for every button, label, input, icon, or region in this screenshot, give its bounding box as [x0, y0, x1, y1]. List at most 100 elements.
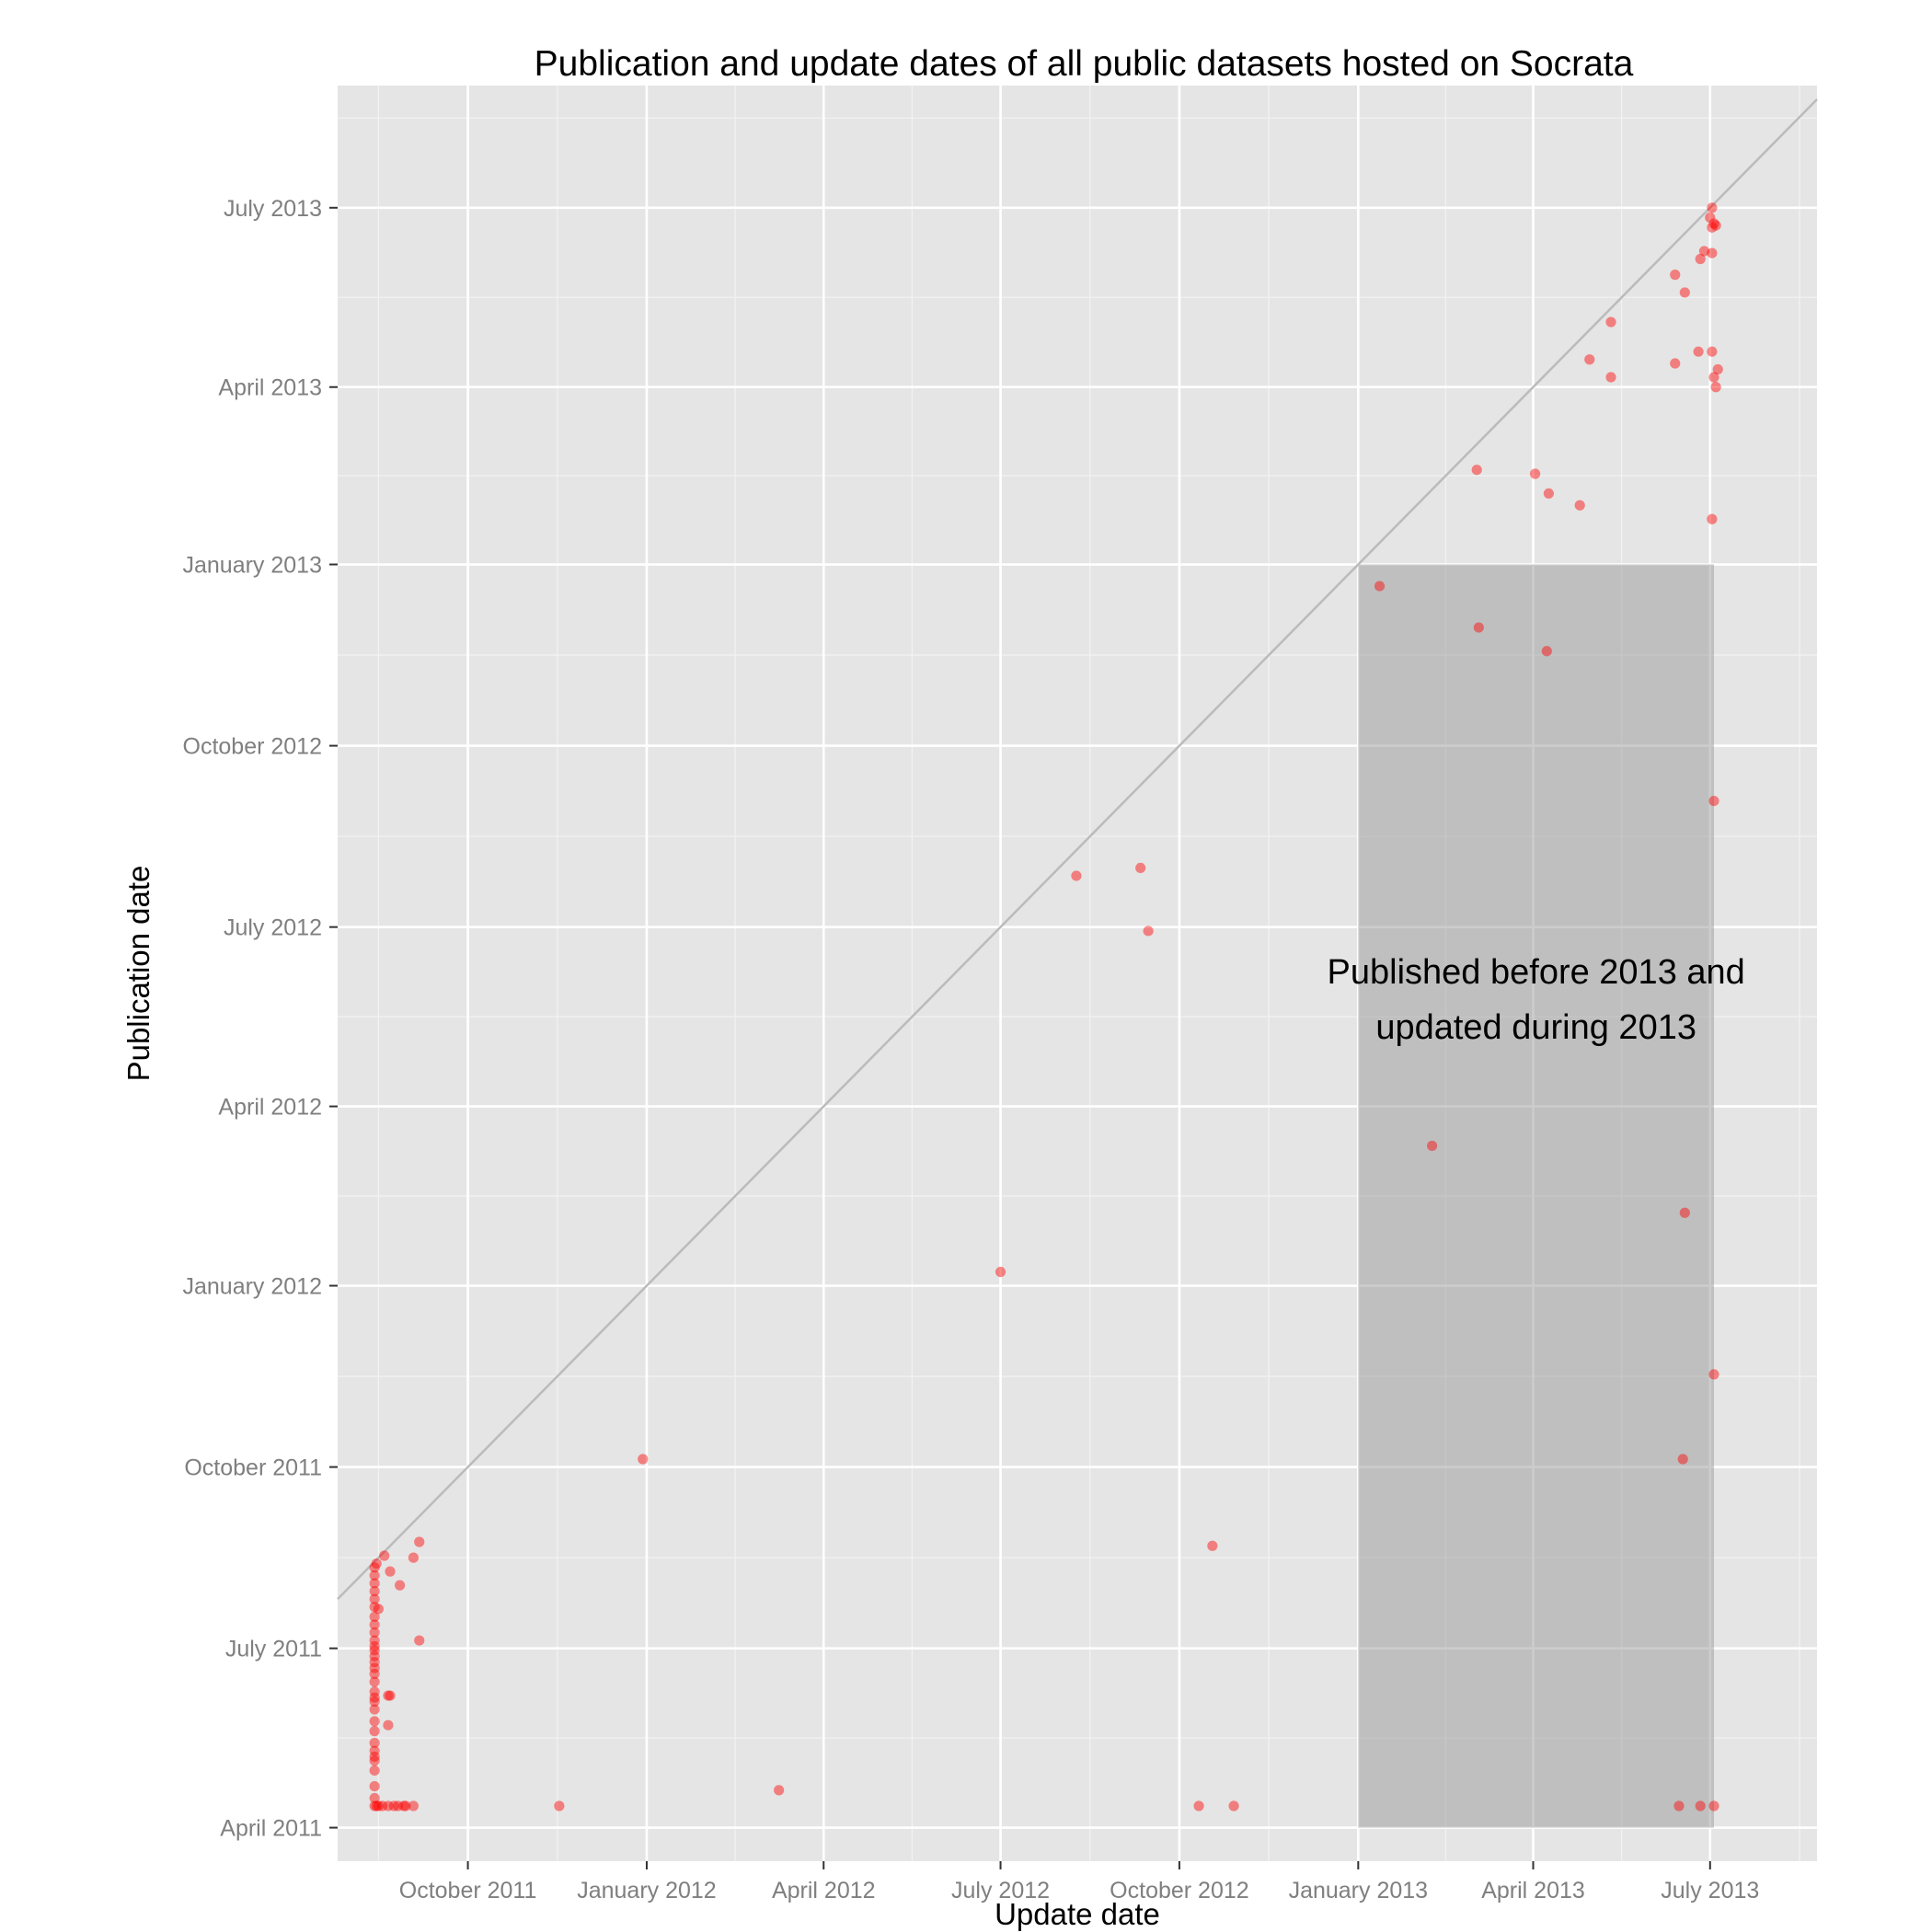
y-tick-label: April 2013 [218, 375, 322, 401]
data-point [1473, 622, 1484, 633]
data-point [369, 1562, 380, 1573]
chart-title: Publication and update dates of all publ… [535, 44, 1634, 84]
data-point [1543, 488, 1555, 500]
data-point [1693, 346, 1704, 357]
data-point [1679, 1207, 1690, 1218]
data-point [385, 1566, 396, 1577]
y-tick-label: October 2011 [184, 1455, 322, 1481]
data-points [369, 202, 1723, 1811]
data-point [1705, 212, 1716, 224]
data-point [1530, 468, 1541, 479]
y-axis-title: Publication date [121, 866, 155, 1082]
data-point [369, 1650, 380, 1662]
y-tick-label: January 2012 [182, 1274, 322, 1300]
data-point [369, 1635, 380, 1646]
region-label-line: updated during 2013 [1375, 1008, 1696, 1047]
data-point [369, 1676, 380, 1687]
x-axis: October 2011 January 2012 April 2012 July 2… [399, 1861, 1759, 1903]
data-point [369, 1696, 380, 1708]
data-point [1707, 202, 1718, 213]
data-point [373, 1604, 384, 1615]
data-point [369, 1686, 380, 1697]
data-point [369, 1751, 380, 1763]
y-tick-label: July 2012 [224, 915, 322, 941]
data-point [1605, 316, 1616, 328]
data-point [1679, 287, 1690, 298]
x-axis-title: Update date [995, 1897, 1160, 1931]
x-tick-label: January 2012 [577, 1878, 717, 1903]
data-point [1584, 354, 1595, 365]
data-point [369, 1578, 380, 1589]
data-point [1708, 795, 1719, 807]
x-tick-label: April 2013 [1481, 1878, 1585, 1903]
x-tick-label: October 2012 [1110, 1878, 1249, 1903]
data-point [369, 1716, 380, 1727]
data-point [638, 1454, 649, 1465]
data-point [1677, 1454, 1688, 1465]
data-point [376, 1800, 388, 1811]
data-point [1708, 218, 1719, 229]
data-point [369, 1611, 380, 1622]
data-point [392, 1800, 404, 1811]
data-point [369, 1765, 380, 1777]
y-axis: April 2011 July 2011 October 2011 January 2… [182, 196, 338, 1842]
data-point [369, 1645, 380, 1656]
data-point [369, 1792, 380, 1804]
data-point [369, 1570, 380, 1581]
data-point [1673, 1800, 1685, 1811]
data-point [1698, 246, 1710, 257]
region-label-line: Published before 2013 and [1328, 953, 1745, 992]
y-tick-label: July 2013 [224, 196, 322, 222]
data-point [1695, 1800, 1706, 1811]
data-point [1707, 222, 1718, 233]
data-point [398, 1800, 409, 1811]
data-point [383, 1719, 394, 1731]
data-point [1712, 363, 1723, 375]
data-point [1670, 270, 1681, 281]
data-point [995, 1266, 1006, 1278]
data-point [369, 1585, 380, 1597]
highlight-region [1358, 564, 1715, 1828]
data-point [1135, 862, 1146, 873]
data-point [1427, 1140, 1438, 1152]
data-point [1143, 926, 1154, 937]
data-point [369, 1627, 380, 1639]
x-tick-label: October 2011 [399, 1878, 537, 1903]
data-point [1670, 358, 1681, 369]
data-point [1605, 372, 1616, 383]
data-point [1710, 220, 1721, 231]
data-point [1193, 1800, 1204, 1811]
data-point [388, 1800, 399, 1811]
data-point [414, 1635, 425, 1646]
data-point [1574, 500, 1585, 511]
y-tick-label: April 2012 [218, 1095, 322, 1121]
data-point [369, 1593, 380, 1604]
data-point [369, 1737, 380, 1749]
data-point [369, 1662, 380, 1673]
y-tick-label: April 2011 [220, 1816, 322, 1842]
data-point [369, 1704, 380, 1715]
data-point [1695, 253, 1706, 265]
data-point [369, 1692, 380, 1703]
data-point [1374, 581, 1386, 592]
data-point [369, 1781, 380, 1792]
data-point [369, 1602, 380, 1613]
data-point [774, 1785, 785, 1796]
x-tick-label: January 2013 [1289, 1878, 1429, 1903]
data-point [408, 1552, 420, 1563]
data-point [1708, 372, 1719, 383]
data-point [373, 1800, 384, 1811]
data-point [385, 1690, 396, 1701]
data-point [369, 1755, 380, 1766]
x-tick-label: July 2013 [1661, 1878, 1759, 1903]
data-point [1071, 870, 1082, 881]
region-annotation: Published before 2013 and updated during … [1328, 953, 1745, 1047]
data-point [369, 1800, 380, 1811]
data-point [1228, 1800, 1239, 1811]
data-point [1207, 1540, 1218, 1551]
data-point [414, 1536, 425, 1547]
data-point [369, 1640, 380, 1652]
data-point [383, 1800, 394, 1811]
data-point [1708, 1369, 1719, 1380]
